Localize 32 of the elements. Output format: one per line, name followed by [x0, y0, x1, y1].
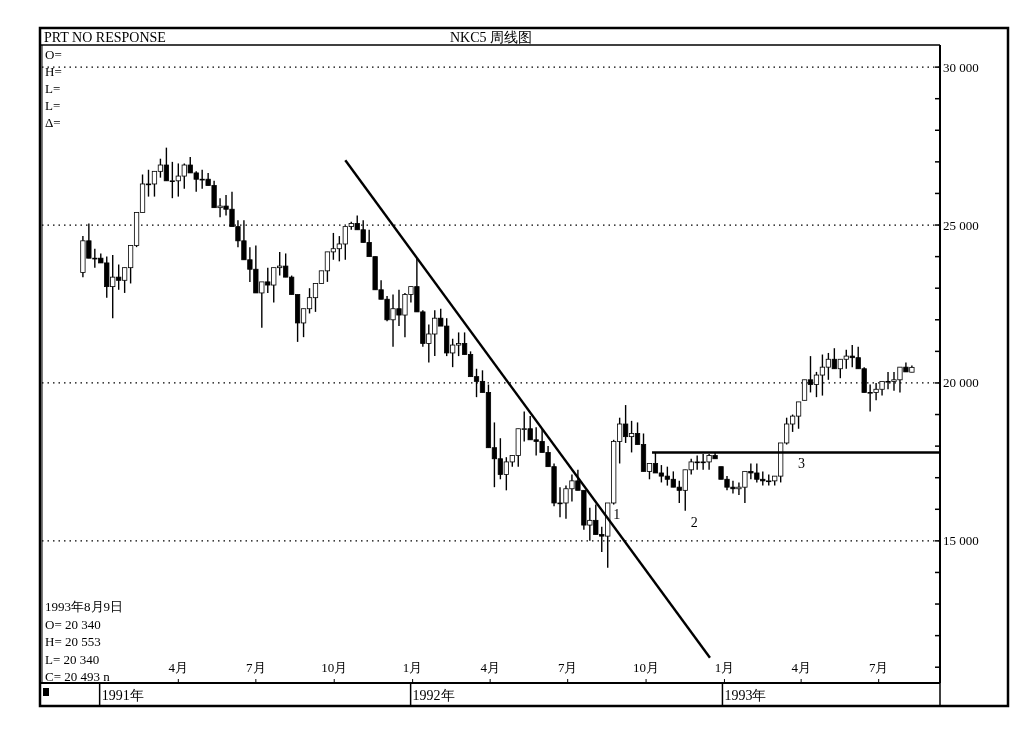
- text: 1991年: [101, 688, 144, 703]
- annotation: O= 20 340: [45, 616, 101, 632]
- x-tick-label: 4月: [791, 660, 811, 675]
- annotation: O=: [45, 47, 62, 62]
- annotation: C= 20 493 n: [45, 669, 111, 684]
- x-tick-label: 4月: [168, 660, 189, 675]
- chart-title: NKC5 周线图: [449, 30, 533, 45]
- text: 1992年: [412, 688, 455, 703]
- y-tick-label: 30 000: [943, 59, 979, 75]
- text: 1993年: [724, 688, 767, 703]
- x-tick-label: 7月: [246, 660, 266, 675]
- x-tick-label: 7月: [557, 660, 578, 675]
- annotation: H=: [45, 64, 62, 79]
- x-tick-label: 1月: [402, 660, 423, 675]
- annotation: 3: [798, 456, 806, 472]
- y-tick-label: 20 000: [943, 375, 979, 391]
- annotation: PRT NO RESPONSE: [44, 30, 166, 45]
- annotation: 1993年8月9日: [45, 599, 123, 614]
- annotation: L=: [45, 98, 61, 113]
- x-tick-label: 1月: [714, 660, 735, 675]
- annotation: Δ=: [45, 115, 61, 130]
- x-tick-label: 10月: [321, 660, 348, 675]
- annotation: L=: [45, 81, 61, 96]
- x-tick-label: 7月: [868, 660, 889, 675]
- y-tick-label: 25 000: [943, 217, 979, 233]
- annotation: L= 20 340: [45, 651, 100, 667]
- y-tick-label: 15 000: [943, 533, 979, 549]
- annotation: 2: [690, 514, 698, 530]
- annotation: 1: [613, 506, 621, 522]
- annotation: H= 20 553: [45, 634, 101, 649]
- x-tick-label: 10月: [633, 660, 660, 675]
- x-tick-label: 4月: [480, 660, 500, 675]
